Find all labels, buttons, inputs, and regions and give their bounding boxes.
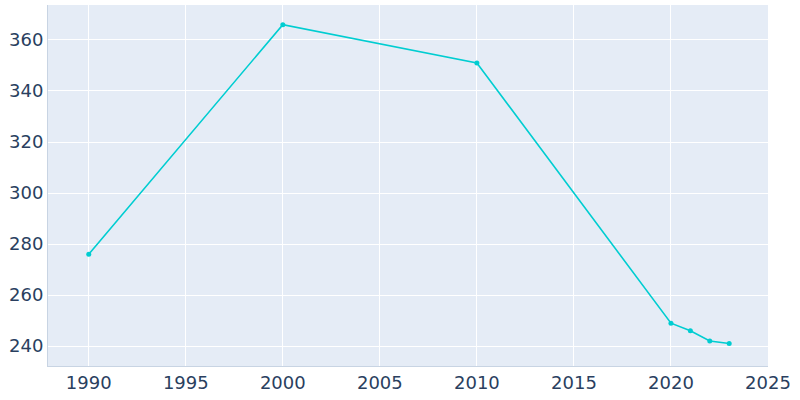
svg-text:340: 340 <box>9 80 43 101</box>
svg-text:240: 240 <box>9 335 43 356</box>
svg-text:2000: 2000 <box>260 372 306 393</box>
svg-text:2005: 2005 <box>357 372 403 393</box>
svg-text:300: 300 <box>9 182 43 203</box>
svg-text:360: 360 <box>9 29 43 50</box>
svg-text:2015: 2015 <box>551 372 597 393</box>
svg-text:2025: 2025 <box>745 372 791 393</box>
svg-text:280: 280 <box>9 233 43 254</box>
svg-text:2020: 2020 <box>648 372 694 393</box>
svg-text:260: 260 <box>9 284 43 305</box>
svg-text:2010: 2010 <box>454 372 500 393</box>
svg-text:320: 320 <box>9 131 43 152</box>
svg-text:1995: 1995 <box>163 372 209 393</box>
svg-text:1990: 1990 <box>66 372 112 393</box>
